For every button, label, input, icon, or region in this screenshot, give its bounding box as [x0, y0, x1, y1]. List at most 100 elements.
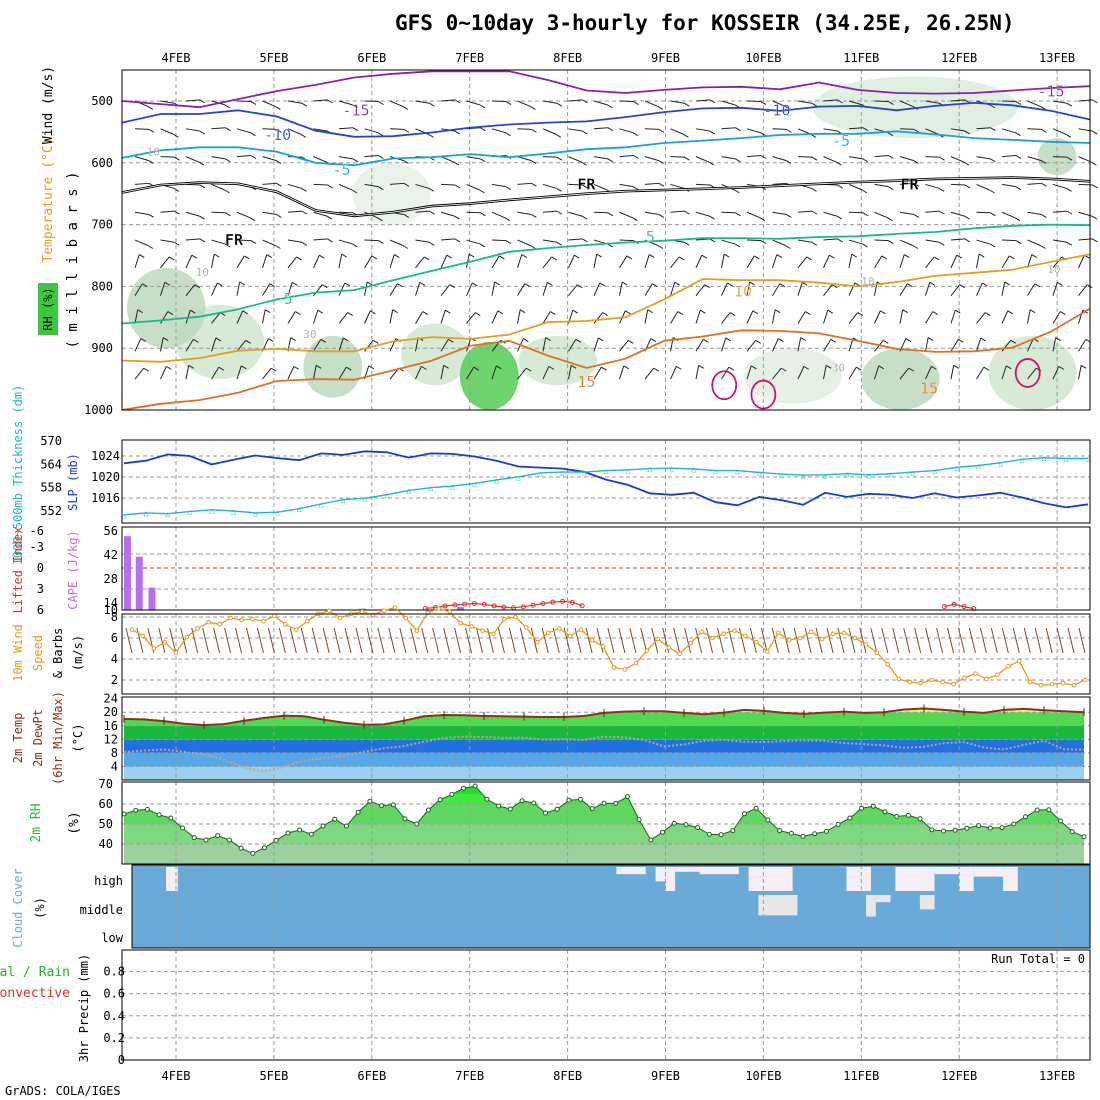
wind-barb-flag	[147, 106, 154, 110]
wind-barb	[542, 256, 553, 269]
wind-barb-flag	[525, 367, 532, 372]
wind-barb	[593, 254, 598, 268]
wind-barb	[746, 239, 762, 242]
wind-barb-flag	[1010, 339, 1016, 344]
wind-barb-flag	[448, 338, 454, 343]
rh-marker	[718, 832, 724, 838]
wind-barb	[440, 254, 448, 269]
wind-barb-flag	[574, 254, 580, 259]
wind-speed-marker	[819, 636, 825, 642]
wind-speed-marker	[502, 616, 507, 622]
precip-tick: 0	[118, 1053, 125, 1067]
wind-barb-flag	[352, 243, 358, 248]
rh-marker	[636, 817, 642, 823]
wind-barb	[389, 239, 404, 246]
wind-barb	[899, 254, 905, 269]
wind-barb	[160, 337, 164, 352]
thickness-marker: △	[779, 470, 784, 479]
wind-barb-flag	[754, 255, 760, 260]
contour-label: 5	[646, 228, 655, 246]
wind-barb-10m	[267, 627, 275, 654]
wind-barb-flag	[301, 210, 308, 215]
chart-title: GFS 0~10day 3-hourly for KOSSEIR (34.25E…	[395, 11, 1015, 35]
wind-barb-flag	[1040, 160, 1047, 164]
li-marker	[462, 601, 468, 607]
wind-barb-flag	[939, 156, 945, 161]
date-tick-top: 8FEB	[553, 51, 582, 65]
contour-label: 10	[734, 282, 752, 300]
wind-barb	[874, 365, 880, 380]
wind-barb-flag	[519, 309, 526, 314]
wind-barb	[517, 182, 532, 185]
wind-barb-flag	[704, 284, 710, 289]
wind-barb	[899, 309, 904, 324]
wind-barb	[925, 239, 940, 243]
rh-marker	[941, 828, 947, 834]
wind-barb-flag	[982, 282, 988, 287]
wind-barb-flag	[881, 255, 888, 260]
wind-barb	[262, 182, 277, 185]
wind-barb	[287, 366, 295, 380]
wind-barb-10m	[717, 627, 725, 654]
wind-speed-marker	[830, 631, 836, 637]
rh-marker	[624, 794, 630, 800]
wind-barb	[644, 156, 659, 161]
rh-band	[124, 824, 1084, 844]
wind-barb	[338, 282, 346, 296]
wind-barb	[1027, 100, 1041, 107]
wind-barb	[185, 339, 194, 352]
wind-barb-flag	[913, 182, 920, 187]
wind-barb-10m	[607, 627, 615, 654]
rh-legend-swatch	[38, 283, 58, 335]
wind-barb	[262, 156, 277, 161]
wind-barb	[542, 128, 557, 135]
wind-barb-10m	[278, 627, 286, 654]
rh-marker	[683, 822, 689, 828]
wind-barb	[721, 282, 728, 296]
wind-barb	[440, 365, 445, 380]
li-tick: 6	[37, 603, 44, 617]
wind-speed-marker	[162, 639, 168, 645]
wind-barb-flag	[811, 187, 817, 192]
wind-barb-flag	[570, 364, 577, 369]
wind-barb-flag	[301, 102, 308, 107]
wind-barb	[287, 128, 302, 135]
wind-barb	[874, 183, 889, 188]
wind-barb-flag	[779, 283, 786, 288]
wind-barb-flag	[811, 102, 818, 107]
wind-barb	[619, 365, 625, 380]
wind-barb-10m	[1067, 627, 1075, 654]
date-tick-top: 7FEB	[455, 51, 484, 65]
wind-barb	[185, 99, 200, 102]
ylabel-cloud: Cloud Cover	[11, 868, 25, 947]
wind-barb-flag	[368, 365, 375, 370]
wind-barb-flag	[955, 309, 961, 314]
wind-barb	[950, 183, 966, 186]
wind-barb	[440, 238, 455, 241]
rh-marker	[531, 800, 537, 806]
wind-barb-flag	[531, 128, 537, 133]
thickness-tick: 564	[40, 457, 62, 471]
rh-marker	[519, 798, 525, 804]
ylabel-wind-barbs: & Barbs	[51, 628, 65, 679]
wind-barb-flag	[1015, 240, 1022, 245]
wind-barb	[695, 365, 700, 380]
precip-tick: 0.2	[103, 1031, 125, 1045]
wind-barb	[364, 281, 368, 296]
wind-barb-flag	[1055, 337, 1061, 341]
wind-barb	[287, 239, 302, 243]
wind-barb-10m	[903, 627, 911, 654]
wind-speed-marker	[337, 615, 343, 621]
wind-barb-flag	[939, 210, 945, 215]
wind-barb-10m	[508, 627, 516, 654]
wind-barb-flag	[709, 215, 715, 220]
wind-barb	[364, 340, 374, 352]
wind-barb-flag	[147, 245, 154, 249]
contour-label: 10	[147, 145, 160, 158]
wind-barb-flag	[275, 245, 281, 249]
pressure-tick: 800	[91, 279, 113, 293]
wind-barb	[415, 210, 430, 213]
wind-barb	[772, 128, 787, 130]
rh-marker	[578, 796, 584, 802]
rh-marker	[449, 791, 455, 797]
